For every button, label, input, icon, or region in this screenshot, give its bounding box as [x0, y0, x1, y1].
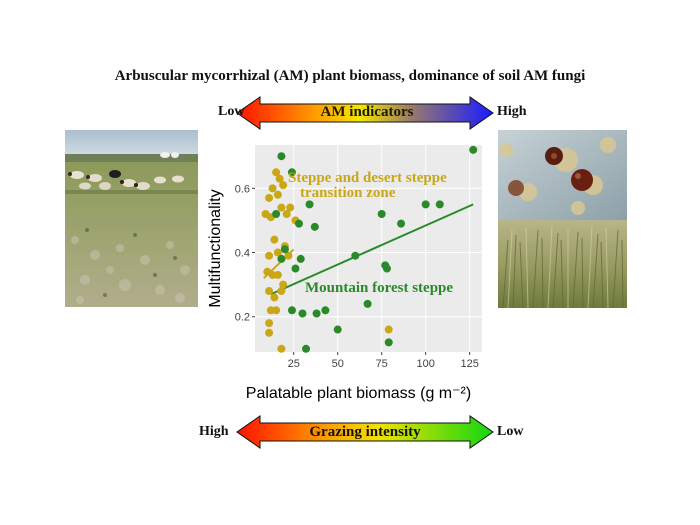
steppe-data-point [279, 280, 288, 289]
forest-data-point [305, 200, 314, 209]
steppe-data-point [273, 190, 282, 199]
y-tick-label: 0.2 [235, 312, 250, 324]
x-axis-label: Palatable plant biomass (g m⁻²) [246, 385, 471, 402]
forest-data-point [287, 306, 296, 315]
bottom-arrow-label: Grazing intensity [309, 424, 421, 440]
forest-data-point [397, 219, 406, 228]
forest-data-point [310, 222, 319, 231]
steppe-data-point [273, 248, 282, 257]
forest-data-point [377, 210, 386, 218]
steppe-data-point [384, 325, 393, 334]
series-label-steppe-line1: Steppe and desert steppe [288, 170, 447, 186]
steppe-data-point [265, 251, 274, 260]
forest-data-point [277, 254, 286, 263]
forest-data-point [469, 145, 478, 154]
steppe-data-point [277, 203, 286, 212]
steppe-data-point [272, 168, 281, 177]
x-tick-label: 50 [332, 358, 344, 370]
multifunctionality-scatter-chart: 25 50 75 100 125 0.2 0.4 0.6 Steppe and desert … [207, 145, 482, 402]
top-arrow-left-label: Low [218, 104, 245, 119]
x-tick-label: 75 [376, 358, 388, 370]
steppe-data-point [265, 193, 274, 202]
series-label-mountain-forest: Mountain forest steppe [305, 280, 453, 296]
forest-data-point [333, 325, 342, 334]
forest-data-point [351, 251, 360, 260]
y-tick-label: 0.6 [235, 183, 250, 195]
top-arrow-label: AM indicators [320, 104, 414, 120]
forest-data-point [312, 309, 321, 318]
steppe-data-point [275, 174, 284, 183]
am-fungi-grassland-photo [498, 130, 627, 308]
y-tick-label: 0.4 [235, 248, 250, 260]
bottom-arrow-left-label: High [199, 424, 229, 439]
forest-data-point [302, 344, 311, 353]
x-tick-label: 125 [461, 358, 479, 370]
series-label-steppe-line2: transition zone [300, 185, 396, 201]
forest-data-point [296, 254, 305, 263]
forest-data-point [382, 264, 391, 273]
steppe-data-point [265, 328, 274, 337]
steppe-data-point [265, 287, 274, 296]
forest-data-point [277, 152, 286, 161]
steppe-data-point [272, 306, 281, 315]
forest-data-point [291, 264, 300, 273]
forest-fit-line [270, 203, 474, 296]
plot-panel [255, 145, 482, 352]
forest-data-point [384, 338, 393, 347]
steppe-data-point [277, 344, 286, 353]
forest-data-point [321, 306, 330, 315]
x-tick-label: 25 [288, 358, 300, 370]
steppe-data-point [279, 181, 288, 190]
forest-data-point [280, 245, 289, 254]
y-axis-label: Multifunctionality [207, 189, 224, 307]
steppe-data-point [273, 270, 282, 279]
grazed-steppe-photo [65, 130, 198, 307]
steppe-data-point [265, 319, 274, 328]
steppe-data-point [286, 203, 295, 212]
steppe-data-point [268, 184, 277, 193]
forest-data-point [294, 219, 303, 228]
steppe-data-point [282, 210, 291, 218]
top-arrow-right-label: High [497, 104, 527, 119]
steppe-data-point [270, 235, 279, 244]
forest-data-point [435, 200, 444, 209]
steppe-data-point [277, 287, 286, 296]
bottom-arrow-right-label: Low [497, 424, 524, 439]
forest-data-point [298, 309, 307, 318]
figure-title: Arbuscular mycorrhizal (AM) plant biomas… [114, 68, 586, 84]
steppe-data-point [270, 293, 279, 302]
forest-data-point [421, 200, 430, 209]
forest-data-point [272, 210, 281, 218]
x-tick-label: 100 [417, 358, 435, 370]
steppe-data-point [284, 251, 293, 260]
forest-data-point [363, 299, 372, 308]
forest-data-point [287, 168, 296, 177]
